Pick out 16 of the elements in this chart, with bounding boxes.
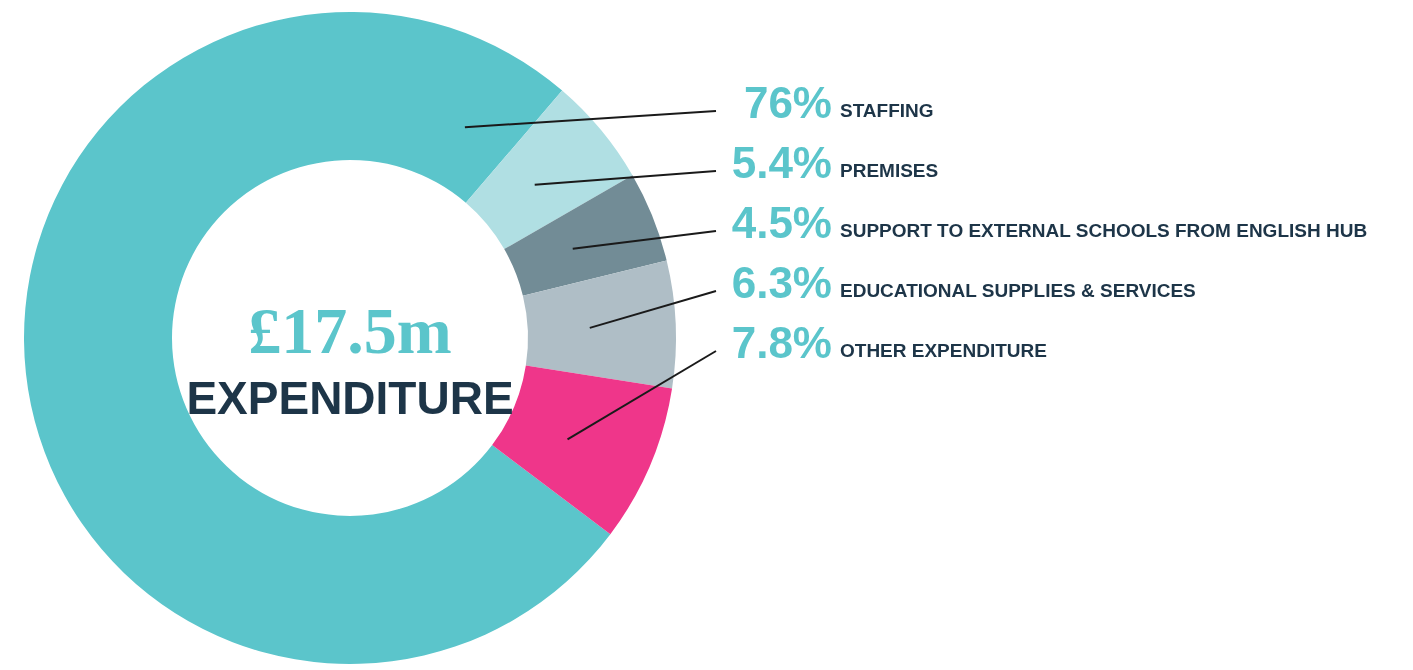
data-label: 5.4% xyxy=(731,138,832,187)
slice-label: STAFFING xyxy=(840,100,934,121)
slice-label: PREMISES xyxy=(840,160,939,181)
donut-slice xyxy=(522,260,676,389)
data-label: 7.8% xyxy=(731,318,832,367)
data-label: 76% xyxy=(743,78,832,127)
donut-slice xyxy=(465,90,633,250)
data-label: 6.3% xyxy=(731,258,832,307)
donut-slice xyxy=(504,175,667,296)
text: EXPENDITURE xyxy=(186,372,514,424)
slice-label: OTHER EXPENDITURE xyxy=(840,340,1047,361)
slice-label: EDUCATIONAL SUPPLIES & SERVICES xyxy=(840,280,1196,301)
donut-slice xyxy=(24,12,611,664)
text: £17.5m xyxy=(248,294,452,367)
data-label: 4.5% xyxy=(731,198,832,247)
slice-label: SUPPORT TO EXTERNAL SCHOOLS FROM ENGLISH HUB xyxy=(840,220,1368,241)
